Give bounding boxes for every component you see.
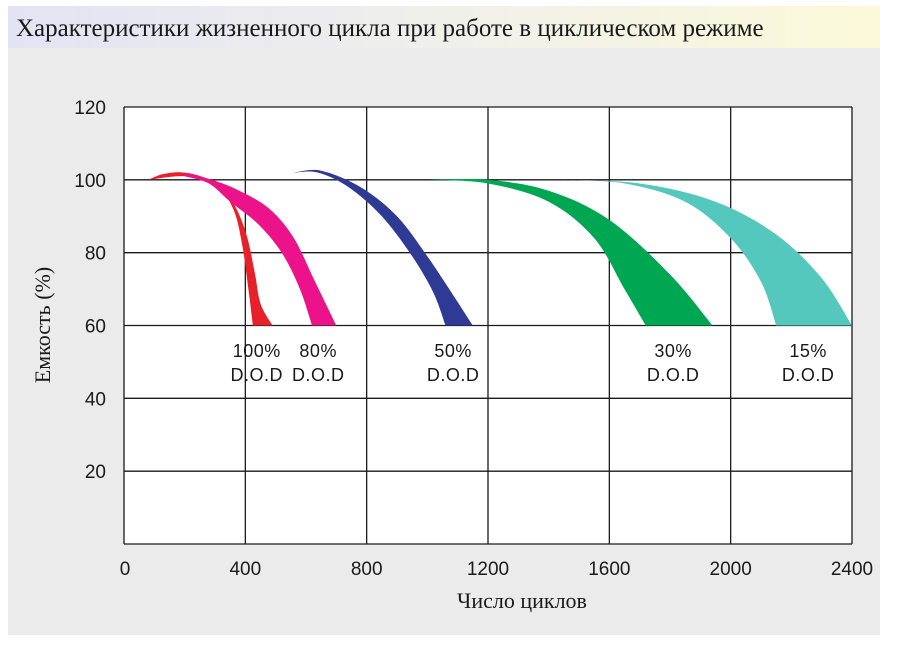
series-label: D.O.D	[782, 365, 835, 385]
series-bands	[148, 169, 852, 326]
y-tick-label: 80	[85, 244, 106, 265]
x-tick-label: 0	[120, 559, 131, 580]
x-axis-title: Число циклов	[457, 588, 587, 613]
x-tick-label: 800	[351, 559, 383, 580]
x-tick-label: 2400	[831, 559, 873, 580]
series-label: D.O.D	[427, 365, 480, 385]
x-tick-label: 400	[229, 559, 261, 580]
x-tick-label: 1200	[467, 559, 509, 580]
y-axis-ticks: 20 40 60 80 100 120	[74, 98, 106, 483]
y-tick-label: 60	[85, 317, 106, 338]
series-band	[293, 169, 473, 326]
series-band	[427, 179, 713, 326]
series-band	[184, 172, 337, 326]
series-label: 100%	[233, 341, 281, 361]
title-bar	[8, 6, 880, 48]
y-tick-label: 100	[74, 171, 106, 192]
y-tick-label: 40	[85, 389, 106, 410]
x-tick-label: 2000	[710, 559, 752, 580]
series-labels: 100% D.O.D 80% D.O.D 50% D.O.D 30% D.O.D 15% D.O.…	[231, 341, 835, 385]
x-axis-ticks: 0 400 800 1200 1600 2000 2400	[120, 559, 873, 580]
y-tick-label: 20	[85, 462, 106, 483]
series-band	[557, 179, 852, 326]
series-band	[148, 172, 273, 326]
y-axis-title: Емкость (%)	[30, 267, 55, 383]
grid	[123, 106, 853, 545]
series-label: D.O.D	[647, 365, 700, 385]
series-label: D.O.D	[292, 365, 345, 385]
series-label: 30%	[654, 341, 692, 361]
series-label: 50%	[434, 341, 472, 361]
series-label: D.O.D	[231, 365, 284, 385]
series-label: 80%	[299, 341, 337, 361]
y-tick-label: 120	[74, 98, 106, 119]
series-label: 15%	[789, 341, 827, 361]
x-tick-label: 1600	[588, 559, 630, 580]
chart-title: Характеристики жизненного цикла при рабо…	[16, 15, 764, 42]
